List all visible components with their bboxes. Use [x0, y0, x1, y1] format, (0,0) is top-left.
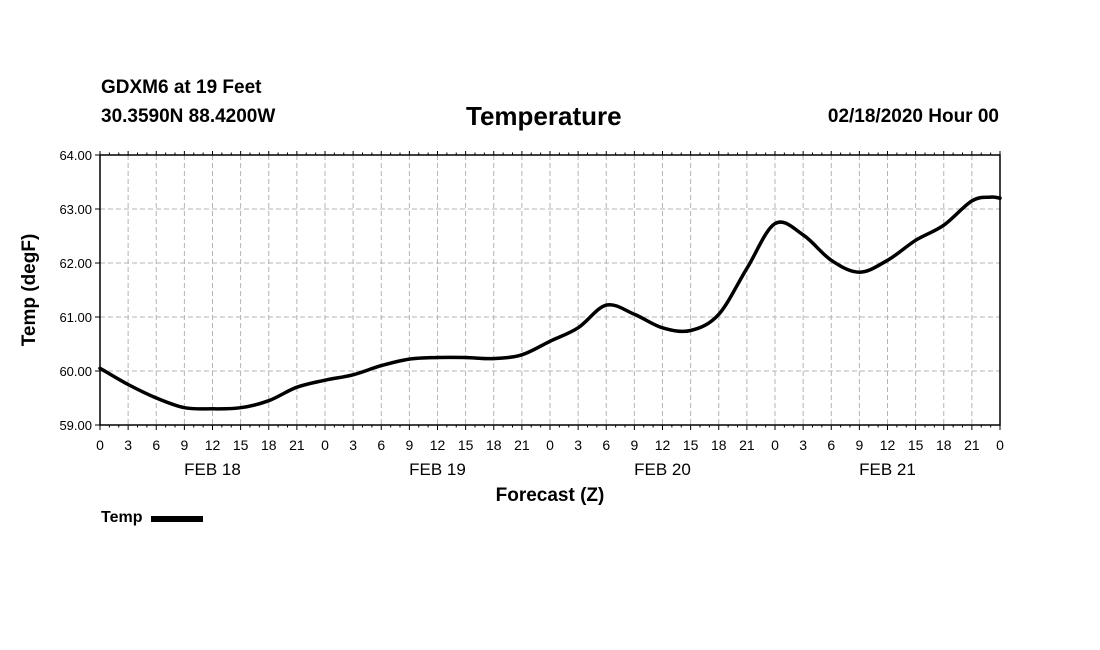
x-tick-label: 3: [349, 437, 357, 453]
x-day-label: FEB 18: [184, 460, 241, 479]
x-tick-label: 18: [936, 437, 952, 453]
x-tick-label: 6: [827, 437, 835, 453]
x-tick-label: 12: [655, 437, 671, 453]
x-tick-label: 3: [574, 437, 582, 453]
x-tick-label: 3: [124, 437, 132, 453]
x-tick-label: 15: [458, 437, 474, 453]
x-tick-label: 9: [855, 437, 863, 453]
x-tick-label: 3: [799, 437, 807, 453]
axis-ticks: [95, 151, 1001, 430]
x-tick-label: 12: [880, 437, 896, 453]
series-line-temp: [98, 195, 1002, 411]
x-tick-label: 15: [908, 437, 924, 453]
x-tick-label: 21: [739, 437, 755, 453]
x-tick-label: 9: [180, 437, 188, 453]
grid-lines: [100, 155, 1000, 425]
chart-title: Temperature: [466, 101, 622, 131]
x-tick-label: 18: [711, 437, 727, 453]
station-name: GDXM6 at 19 Feet: [101, 77, 262, 98]
x-tick-label: 0: [771, 437, 779, 453]
x-tick-label: 18: [261, 437, 277, 453]
legend: Temp: [101, 509, 204, 527]
station-coordinates: 30.3590N 88.4200W: [101, 106, 276, 127]
x-tick-label: 9: [630, 437, 638, 453]
x-tick-label: 0: [546, 437, 554, 453]
axis-tick-labels: 0 3 6 9 12 15 18 21 0 3 6 9 12 15 18 21 0 3 6 9 12 15 18 21 0 3 6 9…: [59, 148, 1004, 479]
x-tick-label: 21: [514, 437, 530, 453]
x-day-label: FEB 21: [859, 460, 916, 479]
x-tick-label: 12: [205, 437, 221, 453]
x-day-label: FEB 19: [409, 460, 466, 479]
x-tick-label: 6: [602, 437, 610, 453]
x-tick-label: 6: [152, 437, 160, 453]
legend-label-temp: Temp: [101, 509, 143, 526]
y-tick-label: 60.00: [59, 364, 92, 379]
x-tick-label: 6: [377, 437, 385, 453]
forecast-datetime: 02/18/2020 Hour 00: [827, 106, 999, 127]
x-tick-label: 0: [321, 437, 329, 453]
x-day-label: FEB 20: [634, 460, 691, 479]
x-tick-label: 18: [486, 437, 502, 453]
x-tick-label: 15: [683, 437, 699, 453]
legend-swatch-temp: [151, 516, 204, 522]
y-tick-label: 64.00: [59, 148, 92, 163]
x-tick-label: 9: [405, 437, 413, 453]
x-tick-label: 12: [430, 437, 446, 453]
y-tick-label: 59.00: [59, 418, 92, 433]
x-tick-label: 15: [233, 437, 249, 453]
x-tick-label: 21: [964, 437, 980, 453]
y-axis-label: Temp (degF): [19, 234, 40, 347]
x-axis-label: Forecast (Z): [496, 485, 605, 506]
y-tick-label: 63.00: [59, 202, 92, 217]
x-tick-label: 0: [996, 437, 1004, 453]
y-tick-label: 62.00: [59, 256, 92, 271]
x-tick-label: 0: [96, 437, 104, 453]
y-tick-label: 61.00: [59, 310, 92, 325]
x-tick-label: 21: [289, 437, 305, 453]
